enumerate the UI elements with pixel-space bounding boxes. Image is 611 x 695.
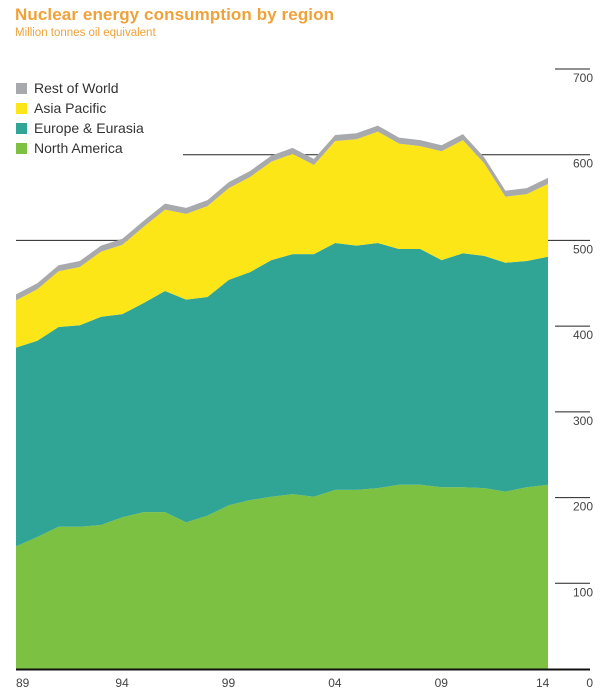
legend-item-europe-eurasia: Europe & Eurasia <box>16 118 144 138</box>
x-tick-label: 09 <box>435 676 449 690</box>
legend-swatch <box>16 102 27 114</box>
y-tick-label: 400 <box>573 328 593 342</box>
y-tick-label: 200 <box>573 500 593 514</box>
chart-subtitle: Million tonnes oil equivalent <box>15 27 156 39</box>
legend-item-asia-pacific: Asia Pacific <box>16 98 144 118</box>
y-tick-label: 600 <box>573 157 593 171</box>
area-north-america <box>16 484 548 669</box>
y-tick-label: 0 <box>586 676 593 690</box>
area-europe-eurasia <box>16 243 548 547</box>
legend-item-rest-of-world: Rest of World <box>16 78 144 98</box>
legend-swatch <box>16 142 27 154</box>
legend-swatch <box>16 82 27 94</box>
x-axis-ticks: 89 94 99 04 09 14 <box>16 676 550 690</box>
legend-label: Rest of World <box>34 80 119 96</box>
area-asia-pacific <box>16 131 548 348</box>
y-tick-label: 500 <box>573 242 593 256</box>
x-tick-label: 94 <box>115 676 129 690</box>
x-tick-label: 99 <box>222 676 236 690</box>
y-axis-ticks: 0 100 200 300 400 500 600 700 <box>573 71 593 690</box>
legend-swatch <box>16 122 27 134</box>
legend-label: North America <box>34 140 123 156</box>
x-tick-label: 89 <box>16 676 30 690</box>
legend-item-north-america: North America <box>16 138 144 158</box>
legend-label: Europe & Eurasia <box>34 120 144 136</box>
area-series <box>16 125 590 671</box>
x-tick-label: 14 <box>536 676 550 690</box>
chart-title: Nuclear energy consumption by region <box>15 5 335 24</box>
legend-label: Asia Pacific <box>34 100 107 116</box>
y-tick-label: 100 <box>573 585 593 599</box>
legend: Rest of World Asia Pacific Europe & Eura… <box>16 78 144 158</box>
x-tick-label: 04 <box>328 676 342 690</box>
y-tick-label: 700 <box>573 71 593 85</box>
y-tick-label: 300 <box>573 414 593 428</box>
